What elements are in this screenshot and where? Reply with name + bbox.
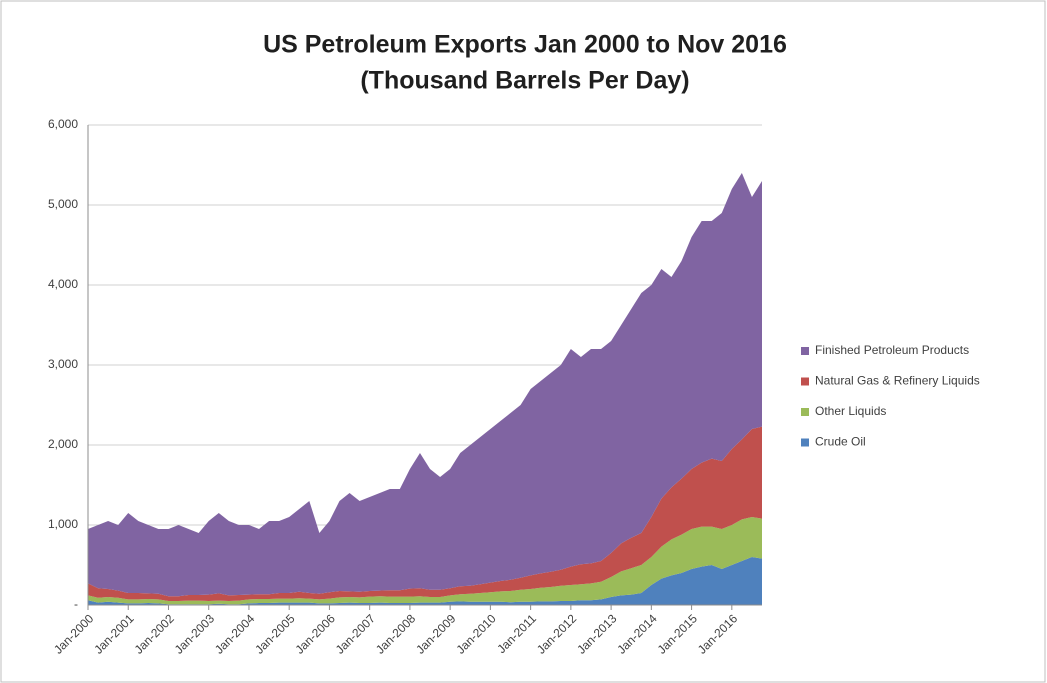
legend-swatch [801, 438, 809, 447]
y-tick-label: - [74, 597, 78, 611]
y-tick-label: 6,000 [48, 117, 78, 131]
area [88, 557, 762, 605]
legend-swatch [801, 377, 809, 386]
y-tick-label: 2,000 [48, 437, 78, 451]
legend-label: Natural Gas & Refinery Liquids [815, 374, 980, 388]
legend-swatch [801, 347, 809, 355]
y-tick-label: 5,000 [48, 197, 78, 211]
chart-title: US Petroleum Exports Jan 2000 to Nov 201… [263, 31, 787, 59]
legend-label: Finished Petroleum Products [815, 343, 969, 357]
legend-swatch [801, 408, 809, 416]
area [88, 173, 762, 597]
y-tick-label: 4,000 [48, 277, 78, 291]
legend-label: Crude Oil [815, 435, 866, 449]
y-tick-label: 3,000 [48, 357, 78, 371]
legend-label: Other Liquids [815, 404, 886, 418]
y-tick-label: 1,000 [48, 517, 78, 531]
chart-subtitle: (Thousand Barrels Per Day) [360, 67, 689, 95]
